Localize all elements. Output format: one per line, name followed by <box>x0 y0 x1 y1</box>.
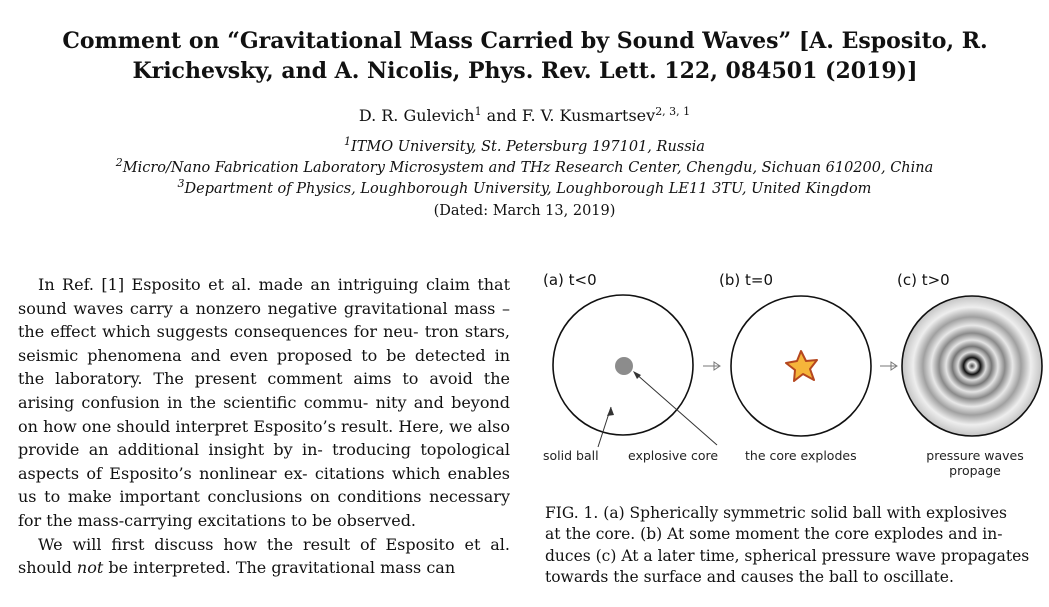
panel-c-label: (c) t>0 <box>897 271 950 289</box>
author-1-affil: 1 <box>474 105 482 118</box>
affiliation-2: 2Micro/Nano Fabrication Laboratory Micro… <box>0 156 1049 178</box>
affiliation-3-text: Department of Physics, Loughborough Univ… <box>184 181 872 197</box>
body-text-column: In Ref. [1] Esposito et al. made an intr… <box>18 273 510 580</box>
label-explosive-core: explosive core <box>628 448 719 463</box>
p2-line: be interpreted. The gravitational mass c… <box>108 558 456 578</box>
label-solid-ball: solid ball <box>543 448 599 463</box>
affiliation-2-mark: 2 <box>115 156 123 169</box>
label-pressure-waves-line-2: propage <box>949 463 1001 478</box>
paragraph-1: In Ref. [1] Esposito et al. made an intr… <box>18 273 510 533</box>
p1-line: tron stars, seismic phenomena and even p… <box>18 322 511 365</box>
p1-line: result. Here, we also provide an additio… <box>18 416 511 460</box>
p1-line: that sound waves carry a nonzero negativ… <box>18 275 511 318</box>
core-pointer <box>634 372 718 446</box>
p2-line: We will first discuss how the result of … <box>38 534 510 554</box>
author-1-name: D. R. Gulevich <box>358 106 475 125</box>
panel-a-label: (a) t<0 <box>543 271 597 289</box>
p1-line: mass – the effect which suggests consequ… <box>18 298 511 342</box>
p1-line: nity and beyond on how one should interp… <box>18 392 510 436</box>
arrowhead-icon <box>633 371 641 379</box>
explosion-icon <box>785 350 818 382</box>
affiliation-1: 1ITMO University, St. Petersburg 197101,… <box>0 135 1049 157</box>
affiliation-3: 3Department of Physics, Loughborough Uni… <box>0 177 1049 199</box>
dated-line: (Dated: March 13, 2019) <box>433 203 616 219</box>
caption-line: FIG. 1. (a) Spherically symmetric solid … <box>545 504 1007 522</box>
p2-word: should <box>18 558 72 578</box>
figure-caption: FIG. 1. (a) Spherically symmetric solid … <box>545 503 1037 589</box>
pressure-wave-ball <box>901 295 1043 437</box>
paper-title: Comment on “Gravitational Mass Carried b… <box>40 26 1010 86</box>
arrow-right-icon <box>713 361 721 371</box>
figure-graphic <box>552 294 1043 448</box>
arrowhead-icon <box>607 407 614 416</box>
title-line-2: Krichevsky, and A. Nicolis, Phys. Rev. L… <box>132 58 918 84</box>
author-conjunction: and <box>486 106 517 125</box>
caption-line: duces (c) At a later time, spherical pre… <box>545 546 1030 565</box>
author-2-affil: 2, 3, 1 <box>655 105 691 118</box>
paragraph-2: We will first discuss how the result of … <box>18 533 510 580</box>
explosive-core <box>615 357 633 375</box>
figure-1: (a) t<0 (b) t=0 (c) t>0 <box>540 265 1049 490</box>
label-pressure-waves: pressure waves propage <box>920 448 1030 478</box>
author-list: D. R. Gulevich1 and F. V. Kusmartsev2, 3… <box>0 105 1049 127</box>
author-2-name: F. V. Kusmartsev <box>521 106 656 125</box>
label-pressure-waves-line-1: pressure waves <box>926 448 1024 463</box>
title-line-1: Comment on “Gravitational Mass Carried b… <box>62 28 988 54</box>
p1-line: In Ref. [1] Esposito et al. made an intr… <box>38 275 470 294</box>
p1-line: on conditions necessary for the mass-car… <box>18 487 510 530</box>
label-core-explodes: the core explodes <box>745 448 857 463</box>
panel-b-label: (b) t=0 <box>719 271 773 289</box>
affiliation-1-mark: 1 <box>344 135 352 148</box>
p1-line: to avoid the arising confusion in the sc… <box>18 369 510 412</box>
affiliation-3-mark: 3 <box>177 177 185 190</box>
p1-line: to be observed. <box>291 510 417 530</box>
p1-line: detected in the laboratory. The present … <box>18 345 511 389</box>
p2-emphasis: not <box>76 558 104 578</box>
p1-line: citations which enables us to make impor… <box>18 463 511 507</box>
affiliation-1-text: ITMO University, St. Petersburg 197101, … <box>351 139 705 155</box>
caption-line: towards the surface and causes the ball … <box>545 568 954 587</box>
affiliation-2-text: Micro/Nano Fabrication Laboratory Micros… <box>122 160 934 176</box>
p1-line: troducing topological aspects of Esposit… <box>18 440 511 483</box>
caption-line: at the core. (b) At some moment the core… <box>545 525 1003 544</box>
arrow-right-icon <box>890 361 898 371</box>
